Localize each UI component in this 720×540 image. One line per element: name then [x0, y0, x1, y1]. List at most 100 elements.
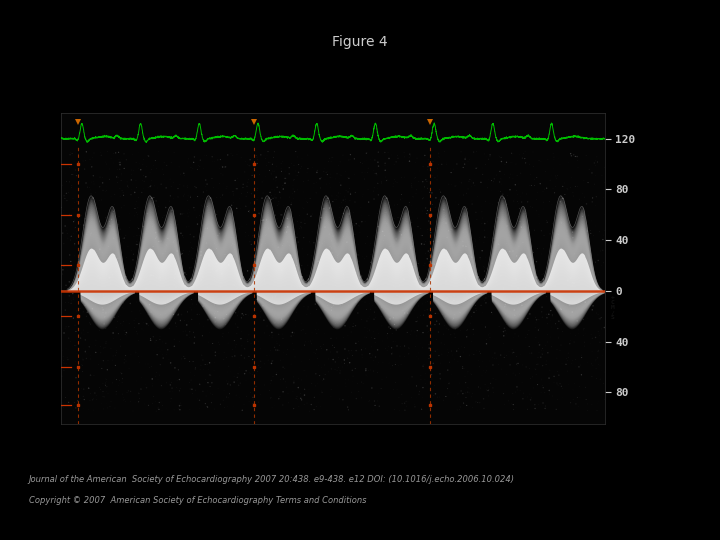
Point	[176, 210, 188, 218]
Point	[222, 339, 234, 347]
Point	[296, 357, 307, 366]
Point	[146, 362, 158, 371]
Point	[366, 384, 377, 393]
Point	[469, 397, 481, 406]
Point	[114, 368, 126, 377]
Point	[132, 370, 144, 379]
Point	[470, 208, 482, 217]
Point	[430, 347, 441, 355]
Point	[550, 183, 562, 191]
Point	[513, 284, 524, 292]
Point	[330, 320, 341, 328]
Point	[327, 197, 338, 206]
Point	[150, 397, 161, 406]
Point	[132, 257, 143, 266]
Point	[372, 179, 384, 187]
Point	[480, 323, 491, 332]
Point	[451, 213, 462, 222]
Point	[336, 235, 348, 244]
Point	[255, 307, 266, 316]
Point	[413, 349, 425, 357]
Point	[494, 206, 505, 215]
Point	[94, 383, 105, 392]
Point	[481, 386, 492, 394]
Point	[204, 389, 216, 397]
Point	[153, 255, 164, 264]
Point	[168, 242, 180, 251]
Point	[78, 395, 90, 404]
Point	[190, 363, 202, 372]
Point	[374, 257, 385, 266]
Point	[86, 217, 98, 226]
Point	[121, 328, 132, 337]
Point	[66, 149, 78, 158]
Point	[587, 277, 598, 286]
Point	[190, 184, 202, 192]
Point	[106, 209, 117, 218]
Point	[454, 220, 466, 229]
Point	[464, 282, 476, 291]
Point	[393, 281, 405, 289]
Point	[84, 205, 96, 214]
Point	[340, 197, 351, 206]
Point	[537, 399, 549, 407]
Point	[536, 344, 548, 353]
Point	[84, 318, 95, 327]
Point	[423, 344, 435, 353]
Point	[228, 402, 240, 411]
Point	[415, 187, 427, 195]
Point	[326, 192, 338, 200]
Point	[384, 364, 396, 373]
Point	[406, 208, 418, 217]
Point	[94, 276, 105, 285]
Point	[413, 302, 424, 310]
Point	[439, 246, 451, 255]
Point	[174, 406, 186, 414]
Point	[276, 157, 288, 166]
Point	[62, 392, 73, 400]
Point	[442, 230, 454, 238]
Point	[97, 301, 109, 309]
Point	[502, 192, 513, 200]
Point	[138, 184, 150, 193]
Point	[485, 292, 496, 301]
Point	[188, 233, 199, 241]
Point	[94, 245, 106, 254]
Point	[293, 160, 305, 169]
Point	[197, 222, 209, 231]
Point	[252, 264, 264, 273]
Point	[217, 334, 229, 342]
Point	[295, 164, 307, 173]
Point	[394, 268, 405, 277]
Point	[490, 171, 502, 179]
Point	[342, 306, 354, 315]
Point	[452, 357, 464, 366]
Point	[327, 265, 338, 273]
Point	[406, 179, 418, 188]
Point	[400, 298, 411, 306]
Point	[384, 198, 395, 207]
Point	[382, 260, 393, 269]
Point	[338, 273, 349, 281]
Point	[493, 360, 505, 369]
Point	[384, 324, 396, 333]
Point	[387, 329, 398, 338]
Point	[219, 250, 230, 259]
Point	[110, 390, 122, 399]
Point	[214, 230, 225, 238]
Point	[214, 306, 225, 315]
Point	[253, 209, 265, 218]
Point	[591, 286, 603, 295]
Point	[160, 339, 171, 348]
Point	[498, 340, 509, 348]
Point	[145, 165, 157, 174]
Point	[112, 210, 124, 218]
Point	[265, 394, 276, 402]
Point	[408, 274, 419, 283]
Point	[444, 379, 455, 387]
Point	[354, 341, 366, 349]
Point	[132, 204, 143, 212]
Point	[454, 246, 466, 254]
Point	[247, 355, 258, 364]
Point	[542, 155, 554, 164]
